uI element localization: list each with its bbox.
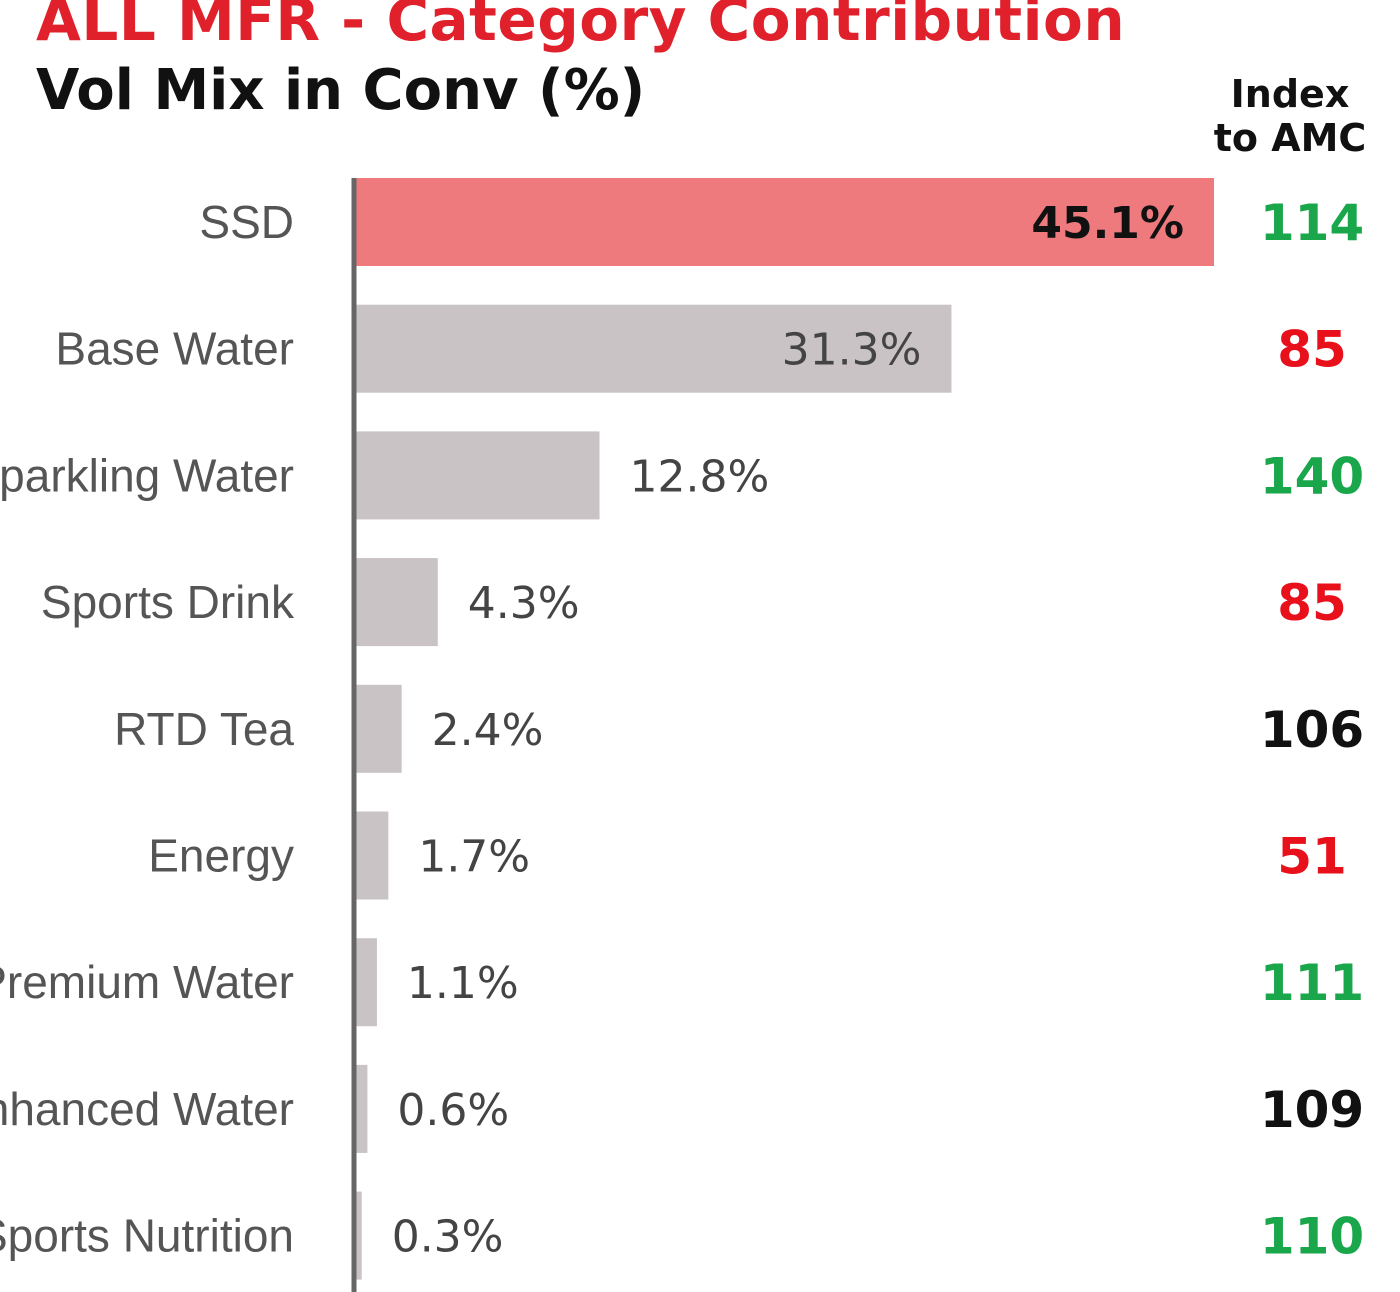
- value-label: 0.3%: [392, 1212, 504, 1263]
- index-value: 51: [1277, 828, 1347, 886]
- value-label: 0.6%: [397, 1085, 509, 1136]
- category-label: RTD Tea: [114, 703, 294, 755]
- value-label: 45.1%: [1031, 198, 1184, 249]
- bar-7: [356, 1064, 368, 1153]
- category-label: Enhanced Water: [0, 1083, 294, 1135]
- category-label: SSD: [199, 196, 294, 248]
- bar-1: [356, 304, 952, 393]
- index-value: 85: [1277, 321, 1347, 379]
- chart-subtitle: Vol Mix in Conv (%): [36, 58, 646, 123]
- index-value: 110: [1260, 1208, 1364, 1266]
- index-value: 106: [1260, 701, 1364, 759]
- value-label: 2.4%: [432, 705, 544, 756]
- bar-6: [356, 938, 377, 1027]
- bar-0: [356, 178, 1214, 266]
- category-label: Premium Water: [0, 956, 294, 1008]
- bar-4: [356, 684, 402, 773]
- index-column-header: Index to AMC: [1190, 72, 1390, 160]
- category-label: Sports Nutrition: [0, 1210, 294, 1262]
- value-label: 1.1%: [407, 958, 519, 1009]
- bar-8: [356, 1191, 362, 1280]
- category-label: Sparkling Water: [0, 449, 294, 501]
- value-label: 4.3%: [468, 578, 580, 629]
- index-value: 109: [1260, 1081, 1364, 1139]
- bar-2: [356, 431, 600, 520]
- index-header-line2: to AMC: [1213, 116, 1367, 160]
- value-label: 12.8%: [630, 451, 770, 502]
- index-value: 111: [1260, 954, 1364, 1012]
- value-label: 1.7%: [418, 832, 530, 883]
- index-value: 140: [1260, 447, 1364, 505]
- category-label: Sports Drink: [41, 576, 295, 628]
- category-label: Base Water: [55, 323, 294, 375]
- index-header-line1: Index: [1230, 72, 1350, 116]
- value-label: 31.3%: [782, 325, 922, 376]
- category-label: Energy: [148, 830, 294, 882]
- bar-3: [356, 558, 438, 647]
- chart-title: ALL MFR - Category Contribution: [36, 0, 1126, 54]
- bar-5: [356, 811, 389, 900]
- index-value: 85: [1277, 574, 1347, 632]
- index-value: 114: [1260, 194, 1364, 252]
